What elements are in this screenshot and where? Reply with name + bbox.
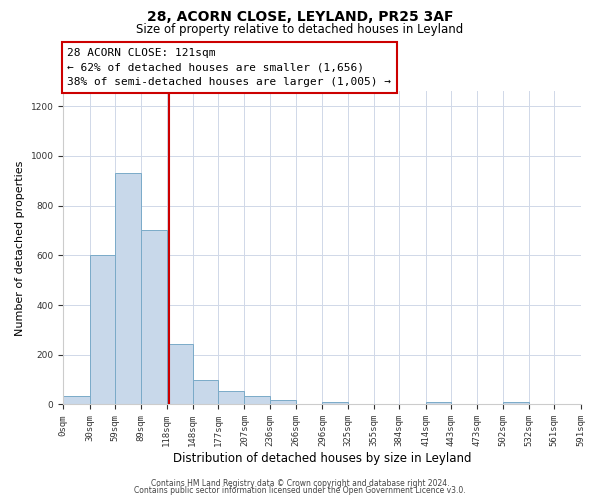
Bar xyxy=(89,256,115,404)
Bar xyxy=(322,402,348,404)
Bar xyxy=(270,400,296,404)
Bar xyxy=(193,380,218,404)
Bar xyxy=(244,396,270,404)
Text: Contains HM Land Registry data © Crown copyright and database right 2024.: Contains HM Land Registry data © Crown c… xyxy=(151,478,449,488)
Y-axis label: Number of detached properties: Number of detached properties xyxy=(15,160,25,336)
Text: 28 ACORN CLOSE: 121sqm
← 62% of detached houses are smaller (1,656)
38% of semi-: 28 ACORN CLOSE: 121sqm ← 62% of detached… xyxy=(67,48,391,87)
Bar xyxy=(503,402,529,404)
Bar xyxy=(218,391,244,404)
Bar xyxy=(167,344,193,404)
X-axis label: Distribution of detached houses by size in Leyland: Distribution of detached houses by size … xyxy=(173,452,471,465)
Bar xyxy=(63,396,89,404)
Text: Contains public sector information licensed under the Open Government Licence v3: Contains public sector information licen… xyxy=(134,486,466,495)
Text: Size of property relative to detached houses in Leyland: Size of property relative to detached ho… xyxy=(136,22,464,36)
Bar xyxy=(425,402,451,404)
Bar xyxy=(141,230,167,404)
Text: 28, ACORN CLOSE, LEYLAND, PR25 3AF: 28, ACORN CLOSE, LEYLAND, PR25 3AF xyxy=(147,10,453,24)
Bar xyxy=(115,174,141,404)
